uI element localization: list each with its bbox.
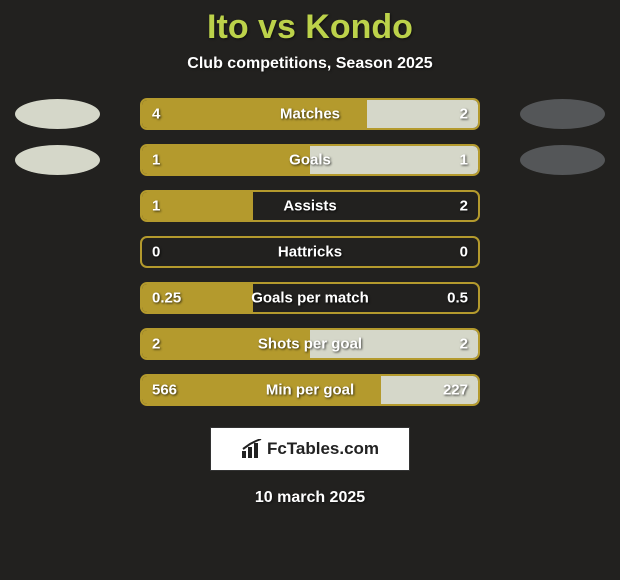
value-left: 0 (152, 244, 160, 261)
value-right: 0.5 (447, 290, 468, 307)
bar-fill-left (142, 146, 310, 174)
stat-row: 0.250.5Goals per match (0, 281, 620, 315)
stat-row: 22Shots per goal (0, 327, 620, 361)
value-left: 4 (152, 106, 160, 123)
stat-bar: 566227Min per goal (140, 374, 480, 406)
value-left: 2 (152, 336, 160, 353)
team-badge-left (15, 99, 100, 129)
page-title: Ito vs Kondo (0, 8, 620, 47)
date-text: 10 march 2025 (0, 489, 620, 507)
brand-box[interactable]: FcTables.com (210, 427, 410, 471)
value-right: 2 (460, 106, 468, 123)
bar-fill-left (142, 330, 310, 358)
value-right: 227 (443, 382, 468, 399)
stats-area: 42Matches11Goals12Assists00Hattricks0.25… (0, 97, 620, 407)
bar-fill-left (142, 376, 381, 404)
stat-bar: 42Matches (140, 98, 480, 130)
subtitle: Club competitions, Season 2025 (0, 55, 620, 73)
value-left: 1 (152, 198, 160, 215)
stat-row: 11Goals (0, 143, 620, 177)
brand-label: FcTables.com (267, 439, 379, 459)
metric-label: Hattricks (142, 244, 478, 261)
value-right: 0 (460, 244, 468, 261)
team-badge-left (15, 145, 100, 175)
team-badge-right (520, 99, 605, 129)
stat-bar: 22Shots per goal (140, 328, 480, 360)
chart-icon (241, 439, 263, 459)
stat-bar: 11Goals (140, 144, 480, 176)
value-left: 566 (152, 382, 177, 399)
stat-bar: 0 0Hattricks (140, 236, 480, 268)
team-badge-right (520, 145, 605, 175)
stat-row: 12Assists (0, 189, 620, 223)
stat-bar: 0.250.5Goals per match (140, 282, 480, 314)
stat-row: 0 0Hattricks (0, 235, 620, 269)
value-left: 1 (152, 152, 160, 169)
stat-row: 42Matches (0, 97, 620, 131)
comparison-chart: Ito vs Kondo Club competitions, Season 2… (0, 0, 620, 580)
bar-fill-right (310, 146, 478, 174)
stat-bar: 12Assists (140, 190, 480, 222)
value-right: 2 (460, 198, 468, 215)
bar-fill-right (310, 330, 478, 358)
bar-fill-left (142, 100, 367, 128)
stat-row: 566227Min per goal (0, 373, 620, 407)
value-right: 1 (460, 152, 468, 169)
value-left: 0.25 (152, 290, 181, 307)
value-right: 2 (460, 336, 468, 353)
